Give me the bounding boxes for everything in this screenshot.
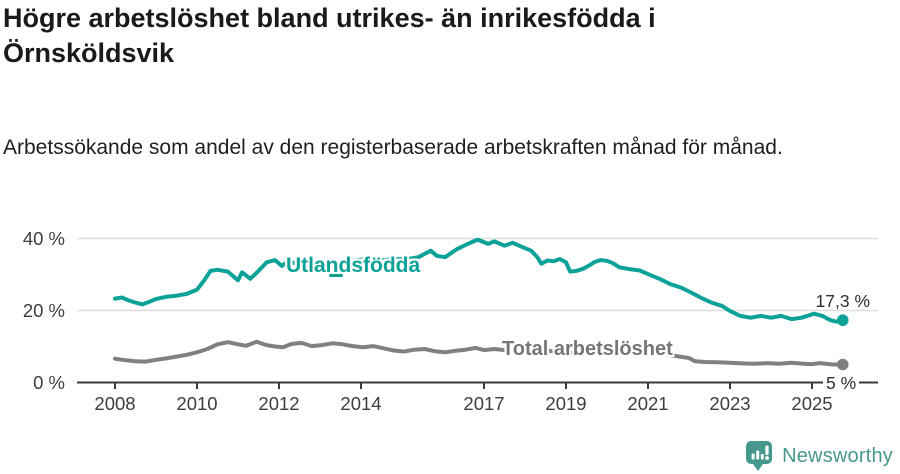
series-label-utlandsfodda: Utlandsfödda bbox=[286, 254, 421, 277]
x-axis-label: 2019 bbox=[545, 392, 587, 414]
series-end-dot-utlandsfodda bbox=[836, 314, 849, 327]
x-axis-label: 2023 bbox=[709, 392, 751, 414]
end-value-label-utlandsfodda: 17,3 % bbox=[815, 291, 870, 311]
page-subtitle: Arbetssökande som andel av den registerb… bbox=[3, 136, 783, 159]
x-axis-label: 2025 bbox=[791, 392, 833, 414]
x-axis-label: 2012 bbox=[258, 392, 300, 414]
series-end-dot-total bbox=[836, 358, 849, 371]
end-value-label-total: 5 % bbox=[823, 373, 860, 394]
y-axis-label: 20 % bbox=[22, 299, 65, 321]
newsworthy-logo: Newsworthy bbox=[746, 441, 893, 471]
x-axis-label: 2010 bbox=[176, 392, 218, 414]
y-axis-label: 0 % bbox=[33, 371, 65, 393]
series-label-underline-mark bbox=[329, 274, 343, 277]
series-line-total bbox=[113, 339, 845, 367]
y-axis-label: 40 % bbox=[22, 227, 65, 249]
x-axis-label: 2021 bbox=[627, 392, 669, 414]
chart-canvas bbox=[77, 237, 878, 389]
newsworthy-bubble-chart-icon bbox=[746, 441, 773, 471]
series-label-total-arbetsloshet: Total arbetslöshet bbox=[502, 338, 673, 360]
x-axis-label: 2014 bbox=[340, 392, 382, 414]
newsworthy-wordmark: Newsworthy bbox=[782, 444, 893, 467]
series-line-utlandsfodda bbox=[113, 237, 845, 324]
page-title: Högre arbetslöshet bland utrikes- än inr… bbox=[3, 3, 656, 68]
x-axis-label: 2008 bbox=[94, 392, 136, 414]
x-axis-label: 2017 bbox=[463, 392, 505, 414]
